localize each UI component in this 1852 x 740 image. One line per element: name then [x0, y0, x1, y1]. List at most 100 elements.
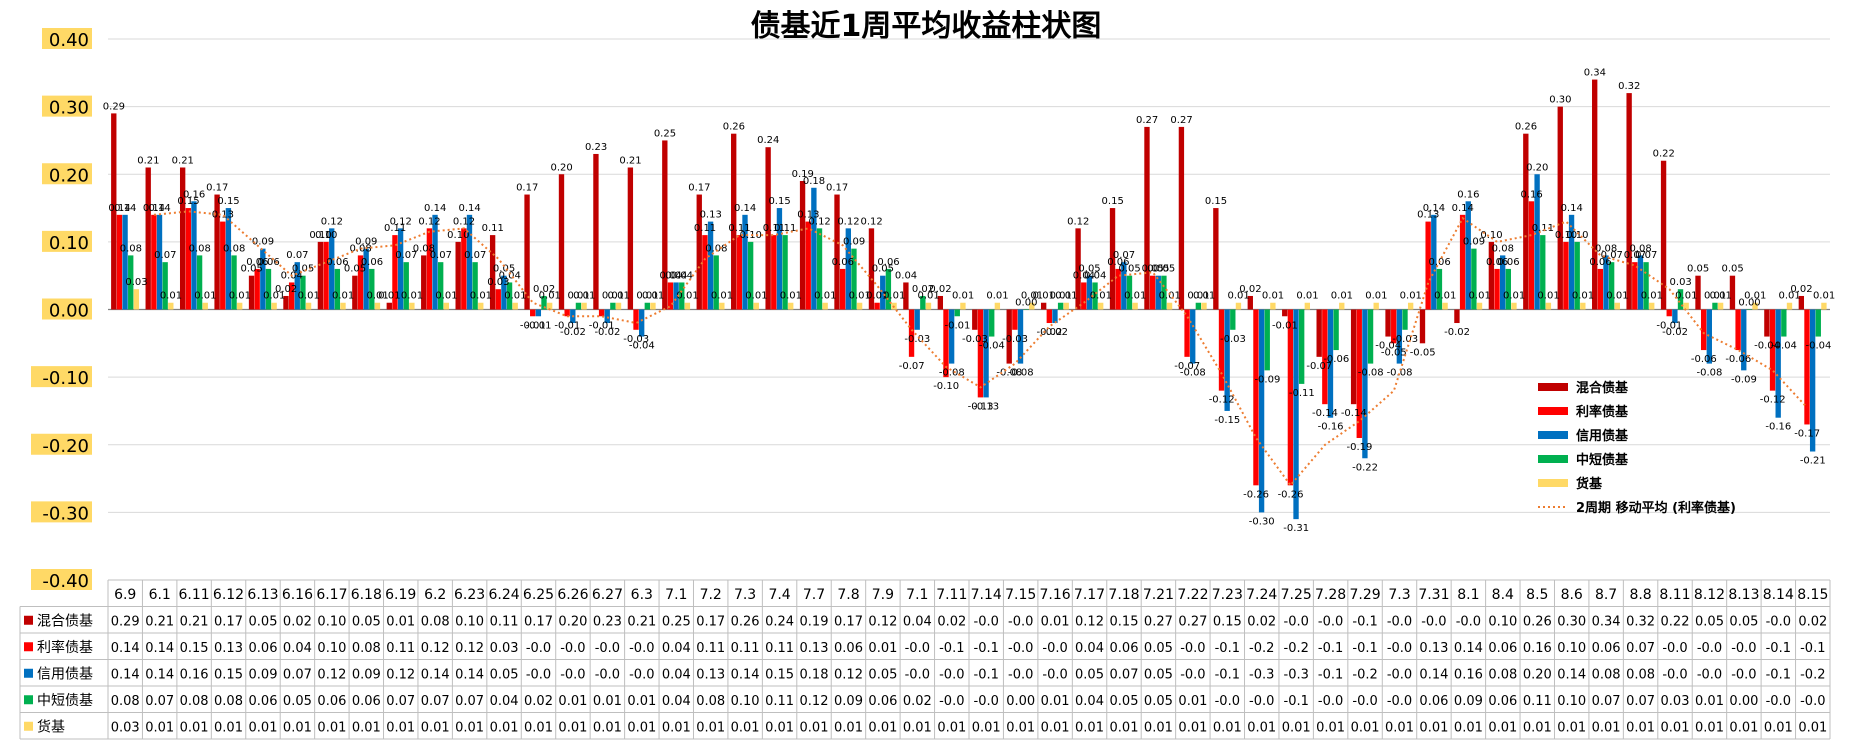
- bar: [1632, 262, 1638, 310]
- x-tick-label: 6.17: [316, 587, 347, 603]
- data-label: 0.01: [573, 291, 595, 302]
- data-label: 0.16: [183, 189, 205, 200]
- table-cell: 0.21: [180, 615, 209, 630]
- bar: [742, 214, 748, 310]
- table-cell: 0.16: [1454, 668, 1483, 683]
- table-cell: -0.2: [1800, 668, 1825, 683]
- data-label: 0.07: [464, 250, 486, 261]
- table-cell: 0.22: [1661, 615, 1690, 630]
- bar: [438, 262, 444, 310]
- x-tick-label: 6.13: [247, 587, 278, 603]
- bar: [1798, 295, 1805, 310]
- table-legend-key: [24, 695, 33, 705]
- data-label: -0.30: [1249, 516, 1275, 527]
- data-label: -0.02: [1444, 327, 1470, 338]
- data-label: 0.14: [143, 203, 165, 214]
- table-cell: 0.01: [214, 721, 243, 736]
- bar: [839, 268, 846, 310]
- table-cell: 0.02: [524, 694, 553, 709]
- data-label: 0.12: [321, 216, 343, 227]
- data-label: 0.01: [952, 291, 974, 302]
- bar: [1258, 309, 1265, 513]
- table-cell: 0.01: [455, 721, 484, 736]
- bar: [610, 302, 616, 310]
- bar: [954, 309, 960, 317]
- data-label: 0.04: [895, 270, 917, 281]
- bar: [1683, 302, 1689, 310]
- table-cell: 0.05: [1729, 615, 1758, 630]
- table-cell: 0.01: [662, 721, 691, 736]
- y-axis-ticks: 0.40 0.30 0.20 0.10 0.00 -0.10 -0.20 -0.30 -0.40: [31, 28, 92, 592]
- data-label: -0.04: [1805, 341, 1831, 352]
- bar: [960, 302, 966, 310]
- table-cell: 0.07: [1626, 694, 1655, 709]
- table-cell: 0.00: [1729, 694, 1758, 709]
- bar: [1293, 309, 1299, 520]
- data-label: 0.07: [286, 250, 308, 261]
- table-cell: -0.1: [1284, 694, 1309, 709]
- data-label: 0.01: [1296, 291, 1318, 302]
- data-label: 0.32: [1618, 81, 1640, 92]
- x-tick-label: 7.25: [1281, 587, 1312, 603]
- data-label: 0.01: [1704, 291, 1726, 302]
- chart-title: 债基近1周平均收益柱状图: [751, 9, 1102, 44]
- data-labels: 0.29 0.21 0.21 0.17 0.05 0.02 0.10 0.05 0.01 0.08…: [103, 68, 1835, 535]
- data-label: 0.01: [378, 291, 400, 302]
- bar: [1534, 174, 1540, 310]
- table-cell: -0.0: [1387, 668, 1412, 683]
- data-label: -0.06: [1725, 354, 1751, 365]
- table-cell: 0.01: [1661, 721, 1690, 736]
- table-cell: -0.0: [1456, 615, 1481, 630]
- bar: [1126, 275, 1133, 310]
- table-cell: 0.06: [352, 694, 381, 709]
- bar: [639, 309, 645, 337]
- data-label: 0.01: [332, 291, 354, 302]
- data-label: 0.14: [114, 203, 136, 214]
- data-label: -0.03: [623, 334, 649, 345]
- bar: [943, 309, 949, 378]
- bar: [713, 255, 719, 310]
- bar: [1190, 309, 1196, 364]
- table-cell: 0.13: [800, 641, 829, 656]
- y-tick-label: 0.00: [49, 301, 89, 322]
- table-cell: -0.0: [1387, 641, 1412, 656]
- data-label: 0.08: [1492, 243, 1514, 254]
- bar: [283, 295, 289, 310]
- data-label: 0.01: [1779, 291, 1801, 302]
- table-cell: 0.08: [1626, 668, 1655, 683]
- table-cell: 0.07: [1110, 668, 1139, 683]
- table-cell: 0.03: [1661, 694, 1690, 709]
- bar: [1029, 302, 1035, 310]
- bar: [340, 302, 346, 310]
- tick-highlight: [31, 366, 92, 388]
- bar: [627, 167, 634, 310]
- bar: [386, 302, 392, 310]
- bar: [731, 133, 737, 310]
- table-cell: 0.01: [834, 721, 863, 736]
- table-cell: -0.0: [1421, 615, 1446, 630]
- data-label: 0.12: [453, 216, 475, 227]
- table-cell: -0.0: [1800, 694, 1825, 709]
- bar: [489, 235, 496, 310]
- bar: [329, 228, 335, 310]
- x-tick-label: 7.1: [906, 587, 928, 603]
- table-series-name: 货基: [37, 719, 65, 736]
- data-label: 0.10: [1566, 230, 1588, 241]
- table-cell: -0.0: [1731, 668, 1756, 683]
- data-label: 0.05: [1687, 264, 1709, 275]
- data-label: 0.10: [1480, 230, 1502, 241]
- legend-swatch: [1538, 455, 1568, 463]
- bar: [1471, 248, 1477, 310]
- bar: [937, 295, 944, 310]
- bar: [1373, 302, 1379, 310]
- data-label: 0.10: [1555, 230, 1577, 241]
- bar: [903, 282, 909, 310]
- bar: [1672, 309, 1678, 324]
- data-label: 0.05: [241, 264, 263, 275]
- bar: [1608, 262, 1615, 310]
- table-cell: -0.0: [1387, 694, 1412, 709]
- table-cell: 0.01: [1041, 694, 1070, 709]
- table-cell: 0.04: [283, 641, 312, 656]
- table-cell: 0.01: [696, 721, 725, 736]
